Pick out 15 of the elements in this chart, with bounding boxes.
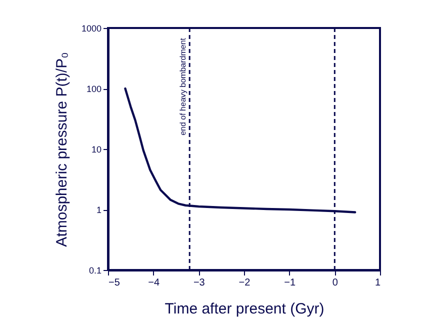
y-tick-label: 100 <box>86 84 102 94</box>
x-tick-label: −4 <box>148 278 160 288</box>
y-tick-label: 0.1 <box>88 266 102 276</box>
x-tick-label: −1 <box>284 278 296 288</box>
x-tick-label: 0 <box>332 278 338 288</box>
x-tick-label: −3 <box>193 278 206 288</box>
y-axis-title: Atmospheric pressure P(t)/P₀ <box>53 52 70 247</box>
x-tick-label: 1 <box>374 278 381 288</box>
ref-line-label: end of heavy bombardment <box>178 37 188 136</box>
y-tick-label: 1000 <box>81 24 102 34</box>
x-tick-label: −2 <box>238 278 251 288</box>
x-tick-label: −5 <box>108 278 120 288</box>
y-tick-label: 10 <box>91 144 102 154</box>
x-axis-title: Time after present (Gyr) <box>164 300 324 318</box>
y-tick-label: 1 <box>96 205 102 215</box>
